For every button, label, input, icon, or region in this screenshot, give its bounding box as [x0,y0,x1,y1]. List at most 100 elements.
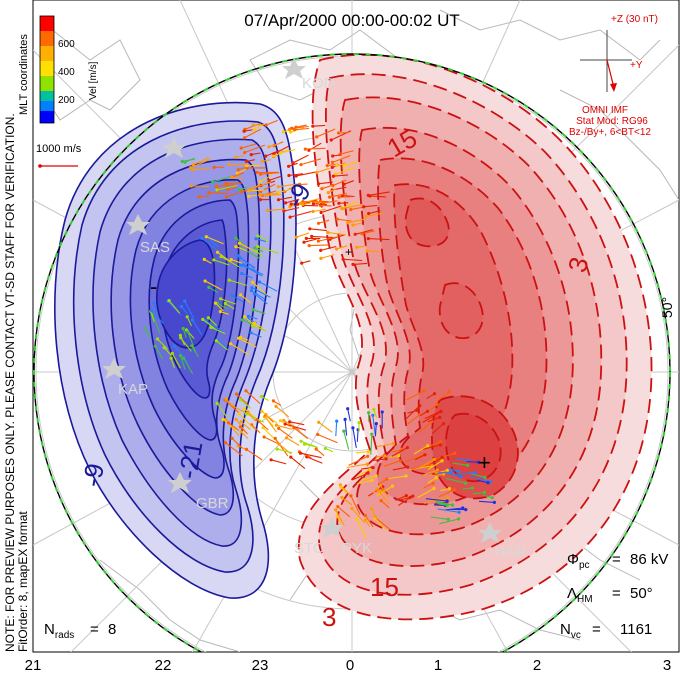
velocity-vector-origin [237,241,242,245]
velocity-vector-origin [365,249,369,253]
velocity-vector-origin [459,475,463,479]
velocity-vector-origin [453,451,457,455]
station-pyk: PYK [342,540,372,557]
velocity-vector [285,198,300,204]
velocity-vector-origin [277,442,281,446]
velocity-vector [435,502,448,507]
velocity-vector-origin [450,470,454,474]
velocity-vector-origin [349,208,353,212]
velocity-vector-origin [267,178,271,182]
velocity-vector [231,176,243,179]
velocity-vector-origin [330,165,334,169]
velocity-vector [242,319,252,325]
velocity-vector-origin [288,215,292,219]
velocity-vector-origin [335,247,339,251]
station-kod-marker [282,58,306,79]
velocity-vector [335,509,345,527]
station-kod: KOD [302,75,335,92]
velocity-vector [374,517,391,530]
velocity-vector-origin [379,489,383,493]
velocity-vector [309,228,327,232]
velocity-vector-origin [237,336,241,340]
velocity-vector-origin [178,333,182,337]
velocity-vector [318,421,333,433]
velocity-vector-origin [340,495,344,500]
velocity-vector [434,469,448,474]
imf-condition: Bz-/By+, 6<BT<12 [569,127,651,138]
velocity-vector-origin [334,508,338,512]
velocity-vector [376,488,390,505]
velocity-vector-origin [374,474,378,478]
velocity-vector-origin [219,297,223,301]
velocity-vector [179,355,186,370]
velocity-vector-origin [234,236,238,240]
velocity-vector-origin [351,426,355,430]
velocity-vector-origin [288,205,292,209]
velocity-vector-origin [442,472,446,476]
velocity-vector [438,489,455,498]
velocity-vector-origin [143,327,147,331]
velocity-vector-origin [234,245,238,249]
velocity-vector [439,518,459,525]
velocity-vector [274,438,289,457]
velocity-vector-origin [276,185,280,189]
velocity-vector-origin [272,154,276,158]
velocity-vector [208,317,218,327]
velocity-vector-origin [404,474,408,478]
velocity-vector [239,257,256,269]
velocity-vector-origin [246,410,250,414]
velocity-vector-origin [252,292,257,296]
velocity-vector [254,293,268,305]
velocity-vector [257,245,279,254]
velocity-vector [316,128,336,138]
velocity-vector-origin [252,127,256,132]
velocity-vector-origin [331,174,335,178]
phi-pc-eq: = [612,551,621,568]
velocity-vector [414,454,426,461]
velocity-vector-origin [202,257,206,261]
velocity-vector-origin [258,179,262,184]
velocity-vector [250,332,262,338]
velocity-vector [470,476,491,483]
velocity-vector-origin [239,293,243,297]
velocity-vector-origin [323,446,327,450]
velocity-vector-origin [334,172,338,176]
velocity-vector-origin [298,451,303,455]
velocity-vector-origin [353,232,357,236]
velocity-scale-label: 1000 m/s [36,143,82,155]
velocity-vector [343,258,363,262]
velocity-vector-origin [244,159,249,163]
velocity-vector-origin [418,404,422,408]
velocity-vector-origin [319,256,323,260]
velocity-vector-origin [488,480,492,484]
velocity-vector-origin [308,227,312,231]
velocity-vector [157,338,169,350]
velocity-vector-origin [152,301,156,305]
contour-label-neg-2: -21 [172,439,208,481]
velocity-vector-origin [316,239,320,243]
velocity-vector-origin [311,202,315,206]
velocity-vector [201,237,217,251]
velocity-vector-origin [243,136,247,140]
velocity-vector [417,458,435,470]
station-gbr: GBR [196,495,229,512]
velocity-vector [270,459,287,465]
velocity-vector [376,485,393,496]
velocity-vector [350,495,361,515]
velocity-vector-origin [457,517,461,521]
velocity-vector-origin [271,399,275,403]
velocity-vector-origin [463,481,468,485]
velocity-vector-origin [230,175,234,179]
velocity-vector-origin [244,164,248,168]
velocity-vector-origin [224,397,228,401]
velocity-vector-origin [244,389,248,393]
velocity-vector-origin [349,494,353,498]
velocity-vector-origin [368,467,372,472]
velocity-vector-origin [442,422,446,426]
velocity-vector [346,463,368,469]
velocity-vector-origin [297,182,302,187]
velocity-vector-origin [259,172,263,176]
velocity-vector-origin [435,468,439,472]
velocity-vector [472,491,485,495]
velocity-vector-origin [331,183,335,188]
